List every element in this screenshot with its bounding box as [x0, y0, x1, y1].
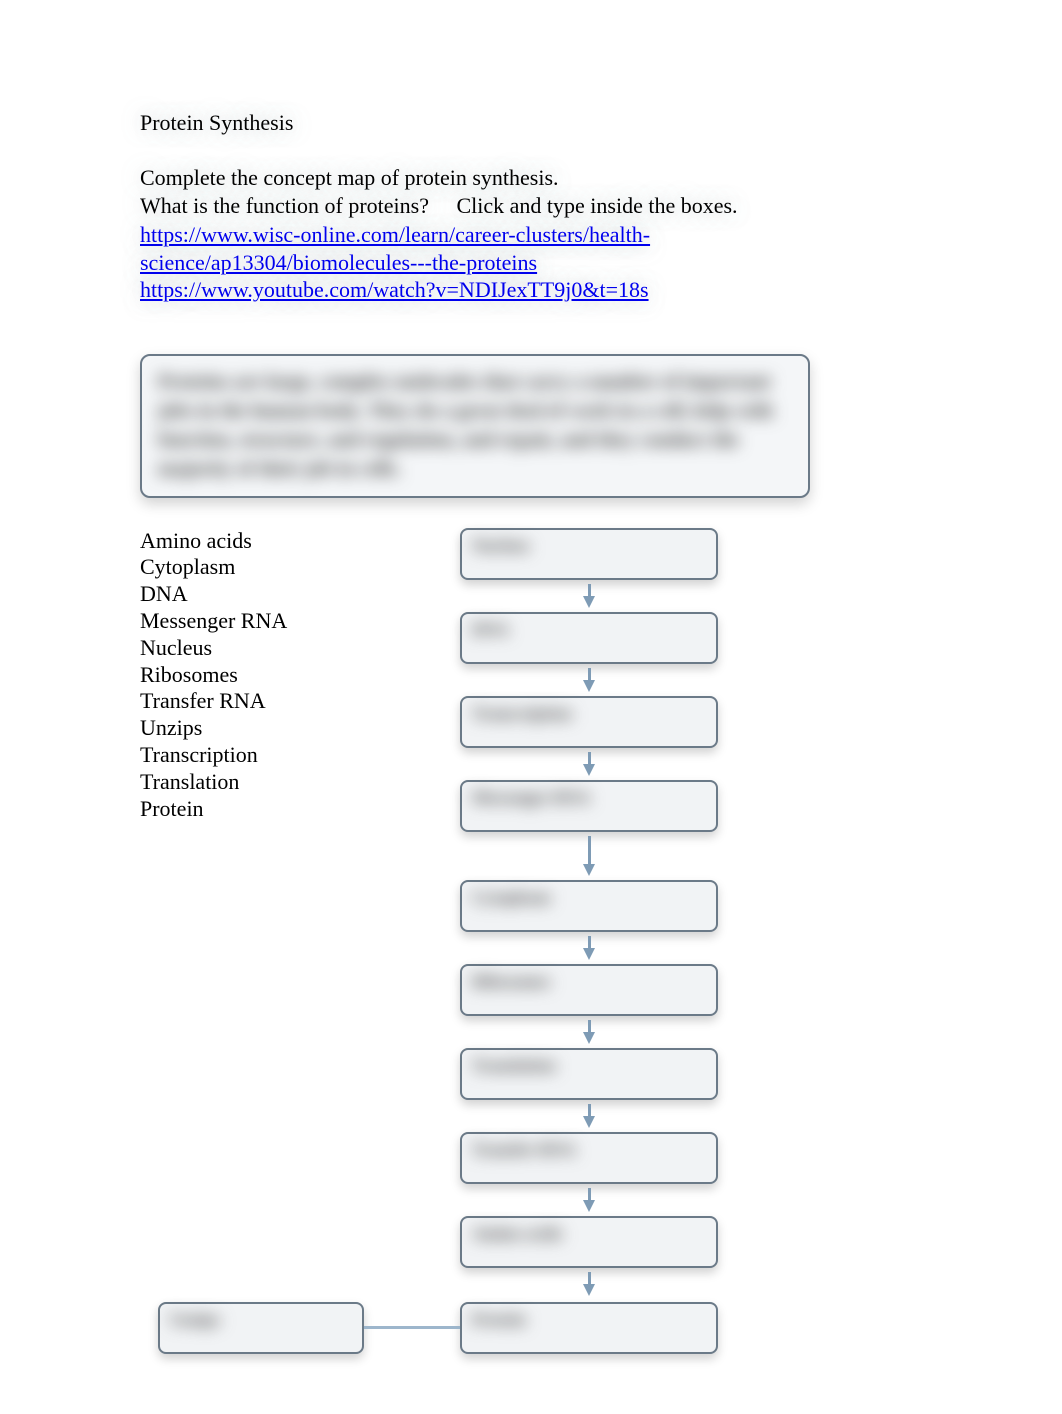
flow-side-node[interactable]: Unzips	[158, 1302, 364, 1354]
flow-node-label: Transfer RNA	[472, 1140, 576, 1160]
flow-node[interactable]: Translation	[460, 1048, 718, 1100]
term-item: Transcription	[140, 742, 460, 769]
term-item: Nucleus	[140, 635, 460, 662]
flow-node[interactable]: Cytoplasm	[460, 880, 718, 932]
instruction-line-2: What is the function of proteins? Click …	[140, 192, 922, 220]
term-item: DNA	[140, 581, 460, 608]
term-item: Cytoplasm	[140, 554, 460, 581]
flow-node[interactable]: Ribosomes	[460, 964, 718, 1016]
term-item: Unzips	[140, 715, 460, 742]
resource-link-2[interactable]: https://www.youtube.com/watch?v=NDIJexTT…	[140, 277, 649, 302]
term-item: Amino acids	[140, 528, 460, 555]
term-item: Translation	[140, 769, 460, 796]
flow-arrow	[460, 584, 718, 608]
flow-node-label: Nucleus	[472, 536, 530, 556]
flow-arrow	[460, 1104, 718, 1128]
flow-node[interactable]: Nucleus	[460, 528, 718, 580]
flow-node[interactable]: Protein	[460, 1302, 718, 1354]
resource-link-1b[interactable]: science/ap13304/biomolecules---the-prote…	[140, 250, 537, 275]
term-item: Protein	[140, 796, 460, 823]
instruction-line-1: Complete the concept map of protein synt…	[140, 164, 922, 192]
flow-bottom-row: Unzips Protein	[148, 1302, 820, 1354]
resource-link-1a[interactable]: https://www.wisc-online.com/learn/career…	[140, 222, 650, 247]
flow-arrow	[460, 936, 718, 960]
instruction-hint: Click and type inside the boxes.	[456, 193, 737, 218]
flow-arrow	[460, 1020, 718, 1044]
flow-node-label: Transcription	[472, 704, 572, 724]
term-item: Transfer RNA	[140, 688, 460, 715]
flow-node[interactable]: Messenger RNA	[460, 780, 718, 832]
term-item: Ribosomes	[140, 662, 460, 689]
instruction-q: What is the function of proteins?	[140, 193, 429, 218]
page-title: Protein Synthesis	[140, 110, 922, 136]
concept-map-flow: Nucleus DNA Transcription Messenger RNA …	[460, 528, 820, 1354]
instructions-block: Complete the concept map of protein synt…	[140, 164, 922, 219]
function-answer-box[interactable]: Proteins are large, complex molecules th…	[140, 354, 810, 498]
flow-node-label: Cytoplasm	[472, 888, 550, 908]
flow-node-label: DNA	[472, 620, 509, 640]
flow-arrow	[460, 1272, 718, 1296]
document-page: Protein Synthesis Complete the concept m…	[0, 0, 1062, 1414]
flow-node[interactable]: Transcription	[460, 696, 718, 748]
flow-node-label: Protein	[472, 1310, 526, 1330]
flow-arrow	[460, 668, 718, 692]
flow-side-node-label: Unzips	[170, 1310, 220, 1330]
function-answer-text: Proteins are large, complex molecules th…	[158, 368, 792, 484]
content-columns: Amino acids Cytoplasm DNA Messenger RNA …	[140, 528, 922, 1354]
flow-node[interactable]: Transfer RNA	[460, 1132, 718, 1184]
flow-node-label: Translation	[472, 1056, 556, 1076]
flow-horizontal-connector	[364, 1324, 460, 1332]
term-bank: Amino acids Cytoplasm DNA Messenger RNA …	[140, 528, 460, 823]
flow-arrow	[460, 836, 718, 876]
flow-node-label: Amino acids	[472, 1224, 562, 1244]
flow-node-label: Messenger RNA	[472, 788, 590, 808]
flow-arrow	[460, 1188, 718, 1212]
flow-node-label: Ribosomes	[472, 972, 550, 992]
term-item: Messenger RNA	[140, 608, 460, 635]
flow-arrow	[460, 752, 718, 776]
flow-node[interactable]: DNA	[460, 612, 718, 664]
links-block: https://www.wisc-online.com/learn/career…	[140, 221, 922, 304]
flow-node[interactable]: Amino acids	[460, 1216, 718, 1268]
